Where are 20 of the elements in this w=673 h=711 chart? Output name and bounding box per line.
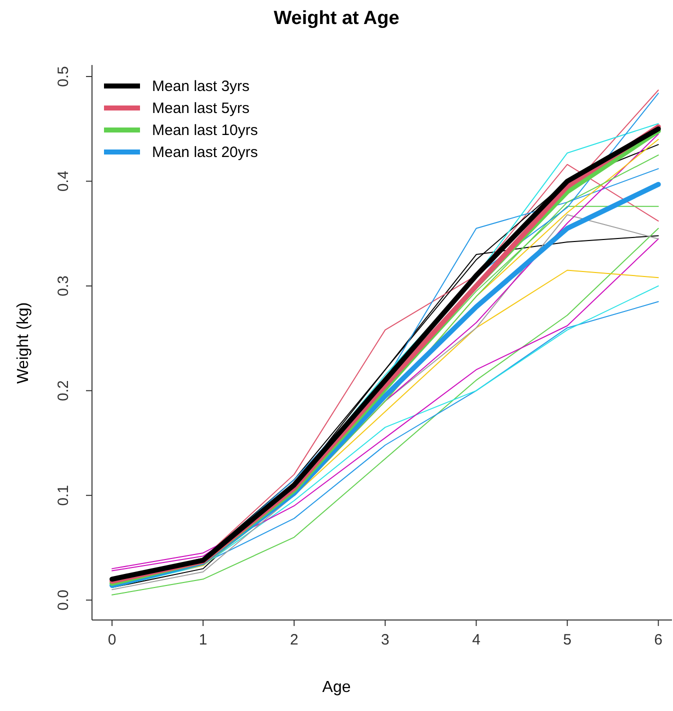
y-axis-title: Weight (kg) (15, 302, 33, 384)
x-tick-label: 2 (290, 632, 298, 649)
y-tick-label: 0.5 (55, 66, 72, 87)
x-tick-label: 6 (654, 632, 663, 649)
chart-title: Weight at Age (272, 8, 400, 30)
x-tick-label: 4 (472, 632, 480, 649)
x-tick-label: 1 (198, 632, 208, 649)
x-tick-label: 3 (381, 632, 390, 649)
y-tick-label: 0.0 (55, 590, 72, 611)
y-tick-label: 0.1 (55, 484, 72, 506)
x-tick-label: 5 (563, 632, 572, 649)
legend-label: Mean last 20yrs (152, 144, 258, 160)
y-tick-label: 0.2 (55, 380, 72, 402)
legend-label: Mean last 10yrs (152, 122, 258, 138)
y-tick-label: 0.3 (55, 276, 72, 296)
x-tick-label: 0 (108, 632, 116, 649)
y-tick-label: 0.4 (55, 170, 72, 192)
x-axis-title: Age (321, 679, 352, 697)
legend-label: Mean last 3yrs (152, 78, 250, 94)
legend-label: Mean last 5yrs (152, 100, 250, 116)
